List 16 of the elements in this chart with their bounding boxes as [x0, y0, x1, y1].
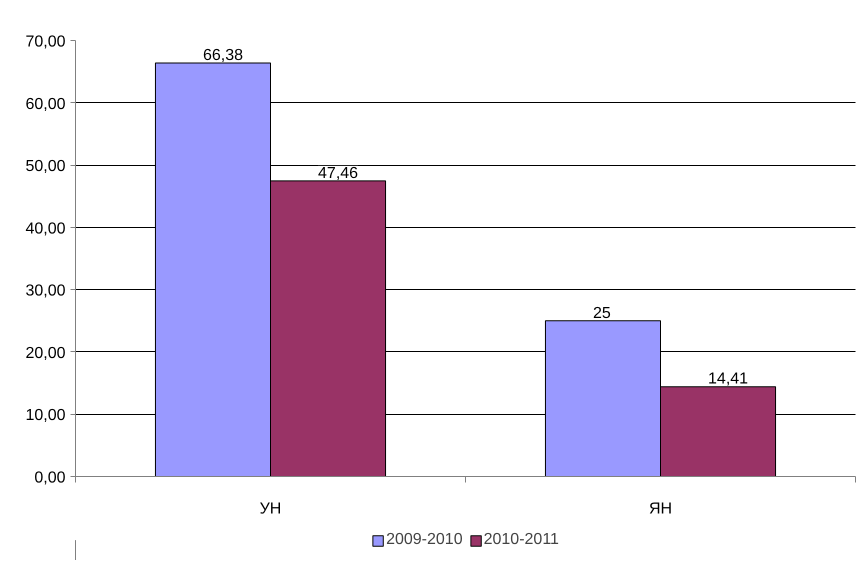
y-tick-label: 40,00 [25, 220, 66, 238]
legend-label: 2010-2011 [484, 531, 559, 549]
x-tick-label: УН [260, 500, 282, 518]
legend-label: 2009-2010 [386, 531, 463, 549]
data-label: 47,46 [318, 164, 358, 182]
data-label: 14,41 [708, 370, 748, 388]
y-tick-label: 70,00 [25, 34, 66, 50]
y-tick-label: 10,00 [25, 407, 66, 424]
y-tick-label: 50,00 [25, 158, 66, 176]
y-tick-label: 0,00 [34, 470, 66, 486]
y-tick-label: 60,00 [25, 96, 66, 113]
x-tick-label: ЯН [648, 500, 672, 518]
data-label: 25 [592, 304, 611, 322]
y-tick-label: 30,00 [25, 282, 66, 300]
y-tick-label: 20,00 [25, 344, 66, 362]
data-label: 66,38 [202, 47, 244, 64]
